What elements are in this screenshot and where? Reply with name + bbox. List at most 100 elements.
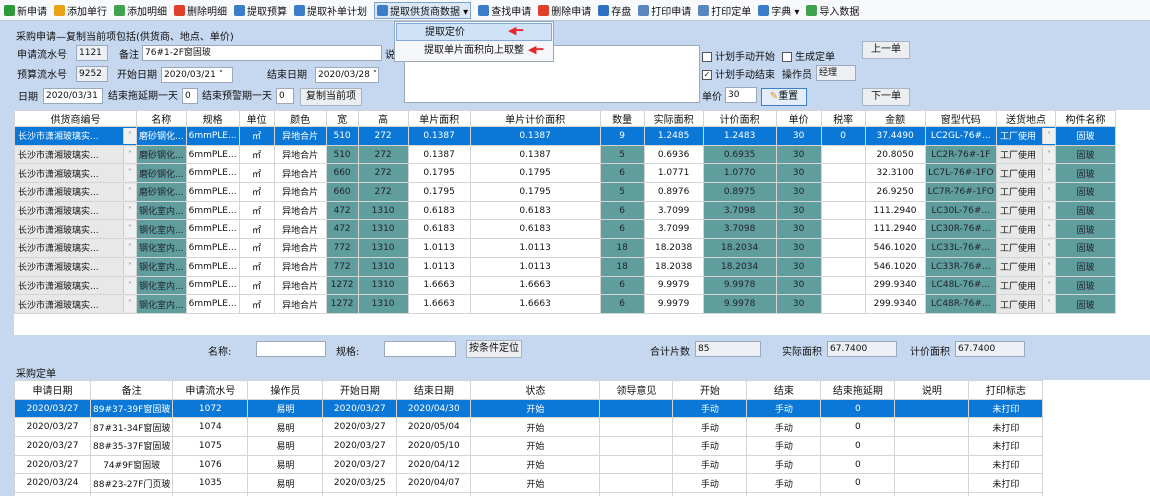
- column-header[interactable]: 计价面积: [702, 110, 777, 127]
- column-header[interactable]: 颜色: [273, 110, 327, 127]
- supplier-combo[interactable]: 长沙市潇湘玻璃实... ˅: [14, 144, 137, 165]
- column-header[interactable]: 说明: [894, 380, 970, 400]
- table-row[interactable]: 2020/03/24 88#23-27F门页玻 1035 易明 2020/03/25 20…: [14, 473, 1044, 494]
- delivery-location-combo[interactable]: 工厂使用 ˅: [995, 163, 1056, 184]
- column-header[interactable]: 实际面积: [643, 110, 704, 127]
- table-row[interactable]: 2020/03/27 74#9F窗固玻 1076 易明 2020/03/27 2020/0…: [14, 454, 1044, 475]
- toolbar-button-12[interactable]: 字典 ▾: [758, 3, 799, 18]
- table-row[interactable]: 2020/03/27 89#37-39F窗固玻 1072 易明 2020/03/27 20…: [14, 398, 1044, 419]
- column-header[interactable]: 名称: [136, 110, 187, 127]
- remark-field[interactable]: 76#1-2F窗固玻: [142, 45, 382, 61]
- delivery-location-combo[interactable]: 工厂使用 ˅: [995, 144, 1056, 165]
- column-header[interactable]: 领导意见: [599, 380, 674, 400]
- filter-name-input[interactable]: [256, 341, 326, 357]
- toolbar-button-0[interactable]: 新申请: [4, 3, 47, 18]
- column-header[interactable]: 备注: [89, 380, 174, 400]
- warn-field[interactable]: 0: [276, 88, 294, 104]
- column-header[interactable]: 数量: [599, 110, 645, 127]
- chevron-down-icon[interactable]: ˅: [123, 258, 136, 275]
- chevron-down-icon[interactable]: ˅: [1041, 128, 1055, 144]
- chevron-down-icon[interactable]: ˅: [123, 146, 136, 163]
- column-header[interactable]: 送货地点: [995, 110, 1056, 127]
- menu-item-extract-area-roundup[interactable]: 提取单片面积向上取整: [424, 45, 524, 56]
- column-header[interactable]: 结束: [746, 380, 822, 400]
- supplier-combo[interactable]: 长沙市潇湘玻璃实... ˅: [14, 238, 137, 258]
- supplier-combo[interactable]: 长沙市潇湘玻璃实... ˅: [14, 200, 137, 221]
- prev-order-button[interactable]: 上一单: [862, 41, 910, 59]
- chevron-down-icon[interactable]: ˅: [1041, 240, 1055, 257]
- column-header[interactable]: 打印标志: [968, 380, 1044, 400]
- table-row[interactable]: [14, 492, 1044, 496]
- column-header[interactable]: 构件名称: [1054, 110, 1116, 127]
- column-header[interactable]: 申请流水号: [172, 380, 249, 400]
- toolbar-button-13[interactable]: 导入数据: [806, 3, 859, 18]
- chevron-down-icon[interactable]: ˅: [123, 240, 136, 257]
- supplier-combo[interactable]: 长沙市潇湘玻璃实... ˅: [14, 294, 137, 314]
- supplier-combo[interactable]: 长沙市潇湘玻璃实... ˅: [14, 126, 137, 146]
- toolbar-button-6[interactable]: 提取供货商数据 ▾: [374, 1, 472, 19]
- column-header[interactable]: 金额: [864, 110, 926, 127]
- toolbar-button-11[interactable]: 打印定单: [698, 3, 751, 18]
- column-header[interactable]: 单片计价面积: [469, 110, 601, 127]
- delivery-location-combo[interactable]: 工厂使用 ˅: [995, 182, 1056, 202]
- chevron-down-icon[interactable]: ˅: [123, 277, 136, 294]
- toolbar-button-8[interactable]: 删除申请: [538, 3, 591, 18]
- toolbar-button-3[interactable]: 删除明细: [174, 3, 227, 18]
- supplier-combo[interactable]: 长沙市潇湘玻璃实... ˅: [14, 256, 137, 277]
- filter-spec-input[interactable]: [384, 341, 456, 357]
- table-row[interactable]: 2020/03/27 87#31-34F窗固玻 1074 易明 2020/03/27 20…: [14, 417, 1044, 438]
- column-header[interactable]: 供货商编号: [14, 110, 137, 127]
- column-header[interactable]: 申请日期: [14, 380, 91, 400]
- delivery-location-combo[interactable]: 工厂使用 ˅: [995, 219, 1056, 240]
- chevron-down-icon[interactable]: ˅: [1041, 165, 1055, 182]
- delivery-location-combo[interactable]: 工厂使用 ˅: [995, 294, 1056, 314]
- column-header[interactable]: 状态: [470, 380, 601, 400]
- chevron-down-icon[interactable]: ˅: [1041, 277, 1055, 294]
- delivery-location-combo[interactable]: 工厂使用 ˅: [995, 126, 1056, 146]
- chevron-down-icon[interactable]: ˅: [1041, 221, 1055, 238]
- start-date-picker[interactable]: 2020/03/21 ˅: [161, 67, 233, 83]
- supplier-combo[interactable]: 长沙市潇湘玻璃实... ˅: [14, 275, 137, 296]
- chevron-down-icon[interactable]: ˅: [1041, 184, 1055, 201]
- chevron-down-icon[interactable]: ˅: [1041, 146, 1055, 163]
- column-header[interactable]: 操作员: [247, 380, 324, 400]
- column-header[interactable]: 高: [357, 110, 409, 127]
- toolbar-button-4[interactable]: 提取预算: [234, 3, 287, 18]
- next-order-button[interactable]: 下一单: [862, 88, 910, 106]
- toolbar-button-10[interactable]: 打印申请: [638, 3, 691, 18]
- end-date-picker[interactable]: 2020/03/28 ˅: [315, 67, 379, 83]
- apply-no-field[interactable]: 1121: [76, 45, 108, 61]
- locate-button[interactable]: 按条件定位: [466, 340, 522, 358]
- column-header[interactable]: 开始日期: [322, 380, 398, 400]
- chevron-down-icon[interactable]: ˅: [1041, 296, 1055, 313]
- column-header[interactable]: 单价: [775, 110, 822, 127]
- column-header[interactable]: 单片面积: [407, 110, 471, 127]
- supplier-combo[interactable]: 长沙市潇湘玻璃实... ˅: [14, 219, 137, 240]
- supplier-combo[interactable]: 长沙市潇湘玻璃实... ˅: [14, 182, 137, 202]
- chevron-down-icon[interactable]: ˅: [123, 296, 136, 313]
- column-header[interactable]: 税率: [820, 110, 866, 127]
- chevron-down-icon[interactable]: ˅: [123, 128, 136, 144]
- delivery-location-combo[interactable]: 工厂使用 ˅: [995, 200, 1056, 221]
- budget-no-field[interactable]: 9252: [76, 66, 108, 82]
- plan-manual-end-checkbox[interactable]: ✓ 计划手动结束: [702, 66, 775, 81]
- chevron-down-icon[interactable]: ˅: [123, 202, 136, 219]
- toolbar-button-7[interactable]: 查找申请: [478, 3, 531, 18]
- column-header[interactable]: 窗型代码: [924, 110, 997, 127]
- column-header[interactable]: 宽: [325, 110, 359, 127]
- table-row[interactable]: 2020/03/27 88#35-37F窗固玻 1075 易明 2020/03/27 20…: [14, 436, 1044, 456]
- price-field[interactable]: 30: [725, 87, 757, 103]
- column-header[interactable]: 结束拖延期: [820, 380, 896, 400]
- toolbar-button-5[interactable]: 提取补单计划: [294, 3, 367, 18]
- chevron-down-icon[interactable]: ˅: [123, 165, 136, 182]
- chevron-down-icon[interactable]: ˅: [123, 184, 136, 201]
- date-picker[interactable]: 2020/03/31 ˅: [43, 88, 103, 104]
